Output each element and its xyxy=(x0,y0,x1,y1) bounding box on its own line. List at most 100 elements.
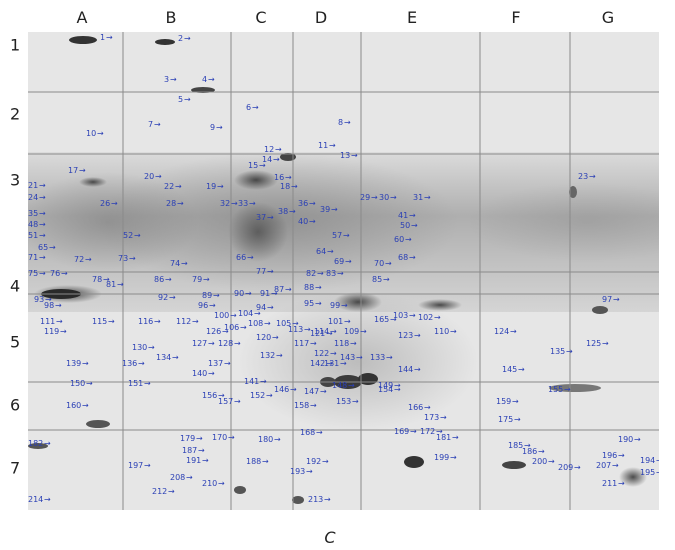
spot-arrow-icon: → xyxy=(177,199,184,208)
spot-arrow-icon: → xyxy=(409,253,416,262)
spot-label-156: 156 xyxy=(202,391,217,400)
spot-label-193: 193 xyxy=(290,467,305,476)
spot-arrow-icon: → xyxy=(564,385,571,394)
spot-arrow-icon: → xyxy=(385,259,392,268)
spot-label-24: 24 xyxy=(28,193,38,202)
spot-label-111: 111 xyxy=(40,317,55,326)
spot-label-6: 6 xyxy=(246,103,251,112)
spot-arrow-icon: → xyxy=(618,451,625,460)
spot-arrow-icon: → xyxy=(39,269,46,278)
spot-label-36: 36 xyxy=(298,199,308,208)
spot-blob xyxy=(292,496,304,504)
spot-label-160: 160 xyxy=(66,401,81,410)
spot-arrow-icon: → xyxy=(414,365,421,374)
spot-label-30: 30 xyxy=(379,193,389,202)
spot-arrow-icon: → xyxy=(538,447,545,456)
spot-arrow-icon: → xyxy=(129,254,136,263)
spot-blob xyxy=(69,36,97,44)
spot-label-40: 40 xyxy=(298,217,308,226)
spot-label-172: 172 xyxy=(420,427,435,436)
spot-arrow-icon: → xyxy=(85,255,92,264)
spot-blob xyxy=(418,299,462,311)
spot-label-150: 150 xyxy=(70,379,85,388)
spot-arrow-icon: → xyxy=(267,213,274,222)
column-label-e: E xyxy=(406,8,418,27)
spot-arrow-icon: → xyxy=(329,141,336,150)
spot-label-14: 14 xyxy=(262,155,272,164)
spot-label-94: 94 xyxy=(256,303,266,312)
spot-arrow-icon: → xyxy=(424,403,431,412)
spot-arrow-icon: → xyxy=(234,397,241,406)
column-label-f: F xyxy=(511,8,521,27)
spot-label-135: 135 xyxy=(550,347,565,356)
spot-label-23: 23 xyxy=(578,172,588,181)
spot-arrow-icon: → xyxy=(208,75,215,84)
spot-label-101: 101 xyxy=(328,317,343,326)
spot-label-132: 132 xyxy=(260,351,275,360)
spot-label-3: 3 xyxy=(164,75,169,84)
spot-blob xyxy=(79,177,107,187)
spot-label-90: 90 xyxy=(234,289,244,298)
spot-label-99: 99 xyxy=(330,301,340,310)
spot-label-153: 153 xyxy=(336,397,351,406)
spot-label-175: 175 xyxy=(498,415,513,424)
spot-arrow-icon: → xyxy=(39,220,46,229)
spot-arrow-icon: → xyxy=(222,327,229,336)
spot-label-70: 70 xyxy=(374,259,384,268)
spot-arrow-icon: → xyxy=(44,439,51,448)
spot-arrow-icon: → xyxy=(343,231,350,240)
spot-label-140: 140 xyxy=(192,369,207,378)
spot-arrow-icon: → xyxy=(324,495,331,504)
spot-arrow-icon: → xyxy=(82,401,89,410)
spot-arrow-icon: → xyxy=(175,182,182,191)
spot-arrow-icon: → xyxy=(440,413,447,422)
spot-arrow-icon: → xyxy=(45,295,52,304)
row-label-2: 2 xyxy=(10,104,21,124)
spot-arrow-icon: → xyxy=(117,280,124,289)
spot-blob xyxy=(155,39,175,45)
spot-label-199: 199 xyxy=(434,453,449,462)
spot-arrow-icon: → xyxy=(49,243,56,252)
spot-label-123: 123 xyxy=(398,331,413,340)
spot-label-148: 148 xyxy=(332,381,347,390)
spot-label-64: 64 xyxy=(316,247,326,256)
spot-arrow-icon: → xyxy=(39,253,46,262)
spot-label-169: 169 xyxy=(394,427,409,436)
spot-label-26: 26 xyxy=(100,199,110,208)
spot-arrow-icon: → xyxy=(198,446,205,455)
spot-label-130: 130 xyxy=(132,343,147,352)
spot-label-113: 113 xyxy=(288,325,303,334)
row-label-4: 4 xyxy=(10,276,21,296)
spot-label-165: 165 xyxy=(374,315,389,324)
spot-label-187: 187 xyxy=(182,446,197,455)
spot-arrow-icon: → xyxy=(291,182,298,191)
spot-label-146: 146 xyxy=(274,385,289,394)
spot-arrow-icon: → xyxy=(304,325,311,334)
spot-arrow-icon: → xyxy=(351,151,358,160)
spot-arrow-icon: → xyxy=(316,428,323,437)
spot-arrow-icon: → xyxy=(310,339,317,348)
spot-arrow-icon: → xyxy=(289,207,296,216)
spot-label-166: 166 xyxy=(408,403,423,412)
spot-label-103: 103 xyxy=(393,311,408,320)
figure-caption: C xyxy=(324,528,336,547)
spot-label-32: 32 xyxy=(220,199,230,208)
spot-arrow-icon: → xyxy=(108,317,115,326)
spot-label-85: 85 xyxy=(372,275,382,284)
spot-label-95: 95 xyxy=(304,299,314,308)
spot-label-51: 51 xyxy=(28,231,38,240)
gel-grid xyxy=(28,32,659,510)
spot-arrow-icon: → xyxy=(434,313,441,322)
spot-arrow-icon: → xyxy=(217,182,224,191)
spot-arrow-icon: → xyxy=(148,343,155,352)
row-label-6: 6 xyxy=(10,395,21,415)
spot-arrow-icon: → xyxy=(172,353,179,362)
spot-arrow-icon: → xyxy=(656,468,659,477)
spot-label-20: 20 xyxy=(144,172,154,181)
spot-arrow-icon: → xyxy=(383,275,390,284)
spot-arrow-icon: → xyxy=(322,457,329,466)
spot-label-158: 158 xyxy=(294,401,309,410)
spot-arrow-icon: → xyxy=(510,327,517,336)
spot-arrow-icon: → xyxy=(330,327,337,336)
spot-arrow-icon: → xyxy=(290,385,297,394)
